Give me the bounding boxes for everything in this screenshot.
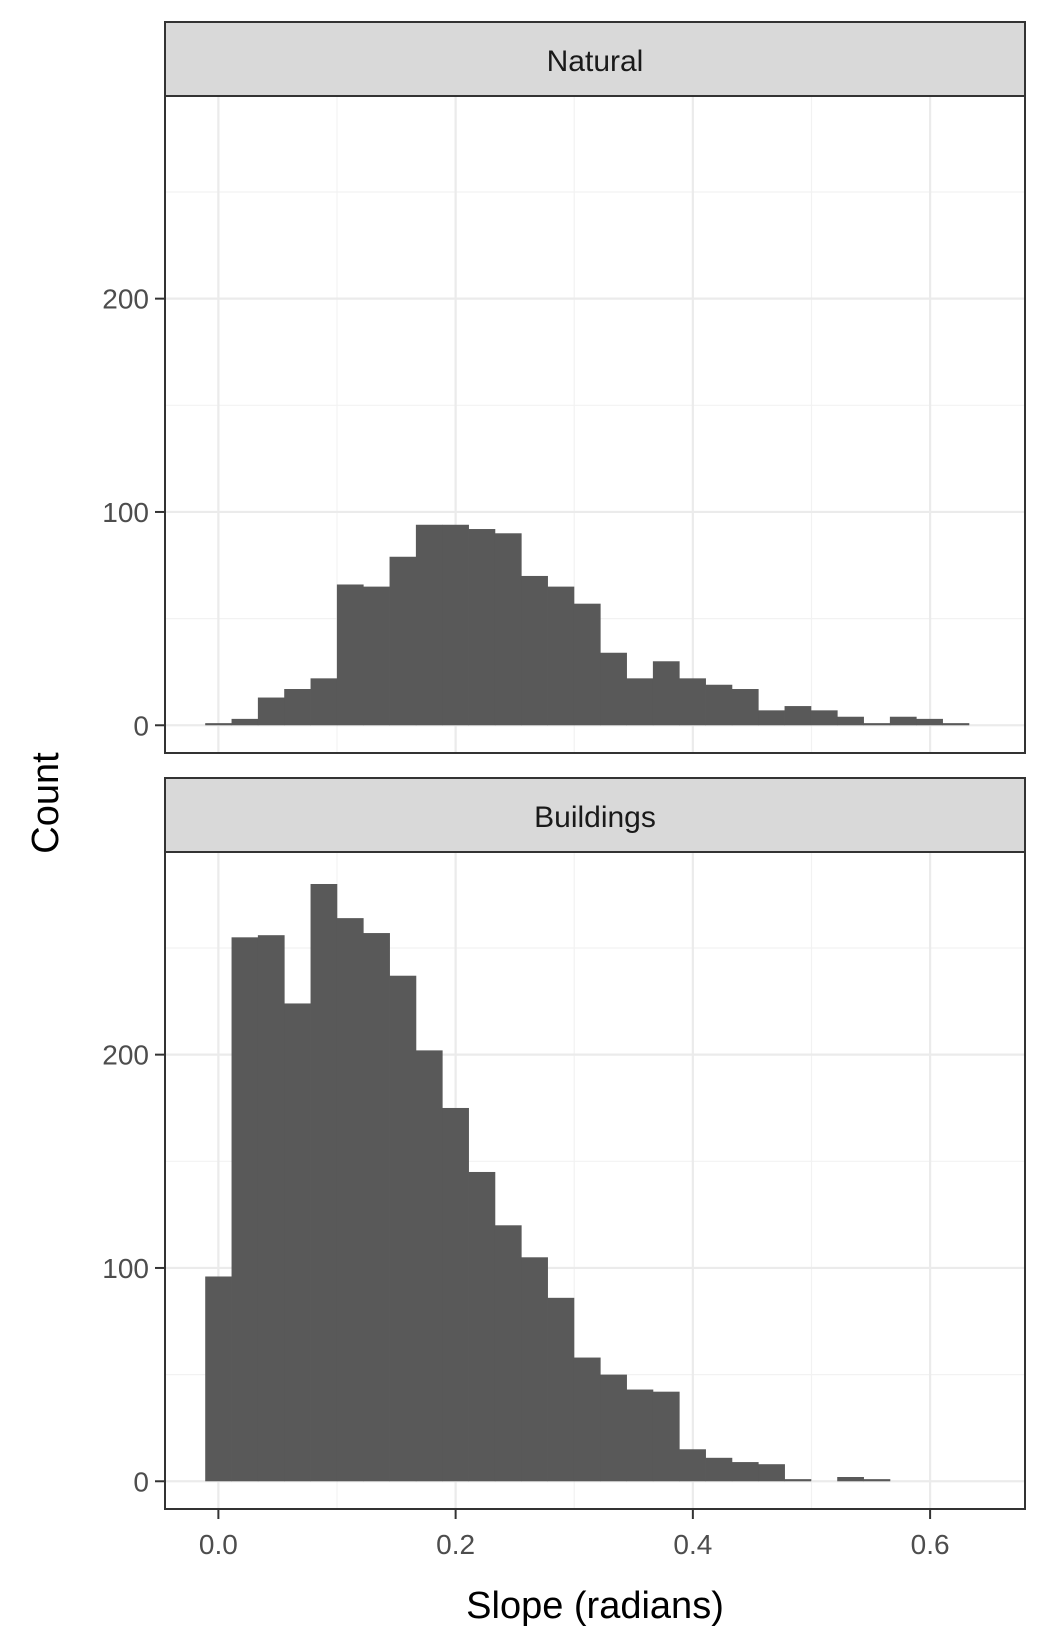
panel-buildings: Buildings 0 100 200 — [102, 777, 1026, 1510]
bar-buildings-13 — [547, 1297, 575, 1482]
y-axis-natural: 0 100 200 — [102, 284, 165, 741]
bar-buildings-19 — [705, 1457, 733, 1482]
bar-natural-15 — [600, 652, 627, 726]
bar-buildings-2 — [257, 935, 285, 1482]
bar-buildings-1 — [231, 937, 259, 1482]
bar-natural-3 — [284, 689, 311, 726]
y-axis-buildings: 0 100 200 — [102, 1040, 165, 1497]
bar-natural-26 — [889, 716, 917, 726]
bar-natural-2 — [257, 697, 285, 726]
bar-natural-8 — [415, 524, 443, 726]
y-axis-title: Count — [25, 752, 67, 854]
bar-buildings-3 — [284, 1003, 311, 1482]
bar-natural-9 — [442, 524, 469, 726]
x-tick-label-3: 0.6 — [911, 1529, 950, 1560]
panel-border-buildings — [164, 851, 1026, 1510]
bar-natural-20 — [731, 689, 759, 726]
bar-buildings-16 — [626, 1389, 654, 1482]
x-tick-label-1: 0.2 — [436, 1529, 475, 1560]
bar-natural-25 — [863, 723, 891, 726]
x-tick-label-2: 0.4 — [673, 1529, 712, 1560]
bar-buildings-7 — [389, 975, 417, 1482]
bar-buildings-25 — [863, 1479, 891, 1482]
bar-buildings-4 — [310, 883, 338, 1482]
bar-buildings-17 — [652, 1391, 680, 1482]
bar-buildings-5 — [336, 918, 364, 1482]
bar-buildings-14 — [573, 1357, 601, 1482]
bar-natural-13 — [547, 586, 575, 726]
y-tick-label-buildings-1: 100 — [102, 1253, 149, 1284]
bar-buildings-20 — [731, 1462, 759, 1482]
bar-natural-10 — [468, 529, 496, 726]
bar-natural-4 — [310, 678, 338, 726]
bar-natural-11 — [494, 533, 522, 726]
bar-natural-23 — [810, 710, 838, 726]
bar-buildings-21 — [758, 1464, 785, 1482]
bar-natural-6 — [363, 586, 390, 726]
x-axis-title: Slope (radians) — [466, 1585, 724, 1627]
y-tick-label-natural-1: 100 — [102, 497, 149, 528]
bar-natural-12 — [521, 575, 548, 726]
y-tick-label-natural-2: 200 — [102, 284, 149, 315]
bar-natural-1 — [231, 718, 259, 726]
bar-natural-27 — [916, 718, 943, 726]
bar-buildings-18 — [679, 1449, 706, 1482]
x-axis: 0.0 0.2 0.4 0.6 — [199, 1509, 950, 1560]
panel-border-natural — [164, 95, 1026, 754]
bar-natural-19 — [705, 684, 733, 726]
facet-strip-natural — [164, 21, 1026, 97]
y-tick-label-buildings-2: 200 — [102, 1040, 149, 1071]
bar-buildings-22 — [784, 1479, 812, 1482]
bars-natural — [205, 524, 970, 726]
facet-label-natural: Natural — [547, 45, 644, 78]
bars-buildings — [205, 883, 891, 1482]
bar-buildings-10 — [468, 1171, 496, 1482]
y-tick-label-buildings-0: 0 — [133, 1466, 149, 1497]
bar-buildings-11 — [494, 1225, 522, 1482]
bar-buildings-8 — [415, 1050, 443, 1482]
y-tick-label-natural-0: 0 — [133, 710, 149, 741]
bar-natural-5 — [336, 584, 364, 726]
bar-buildings-24 — [837, 1477, 864, 1482]
bar-buildings-6 — [363, 933, 390, 1482]
facet-label-buildings: Buildings — [534, 801, 656, 834]
bar-natural-24 — [837, 716, 864, 726]
bar-buildings-15 — [600, 1374, 627, 1482]
bar-buildings-9 — [442, 1107, 469, 1482]
bar-natural-7 — [389, 556, 417, 726]
bar-natural-21 — [758, 710, 785, 726]
facet-strip-buildings — [164, 777, 1026, 853]
bar-natural-0 — [205, 723, 232, 726]
panel-natural: Natural 0 100 200 — [102, 21, 1026, 754]
x-tick-label-0: 0.0 — [199, 1529, 238, 1560]
bar-buildings-12 — [521, 1257, 548, 1482]
bar-natural-22 — [784, 706, 812, 726]
bar-buildings-0 — [205, 1276, 232, 1482]
bar-natural-17 — [652, 661, 680, 726]
bar-natural-16 — [626, 678, 654, 726]
bar-natural-28 — [942, 723, 970, 726]
bar-natural-18 — [679, 678, 706, 726]
bar-natural-14 — [573, 603, 601, 726]
